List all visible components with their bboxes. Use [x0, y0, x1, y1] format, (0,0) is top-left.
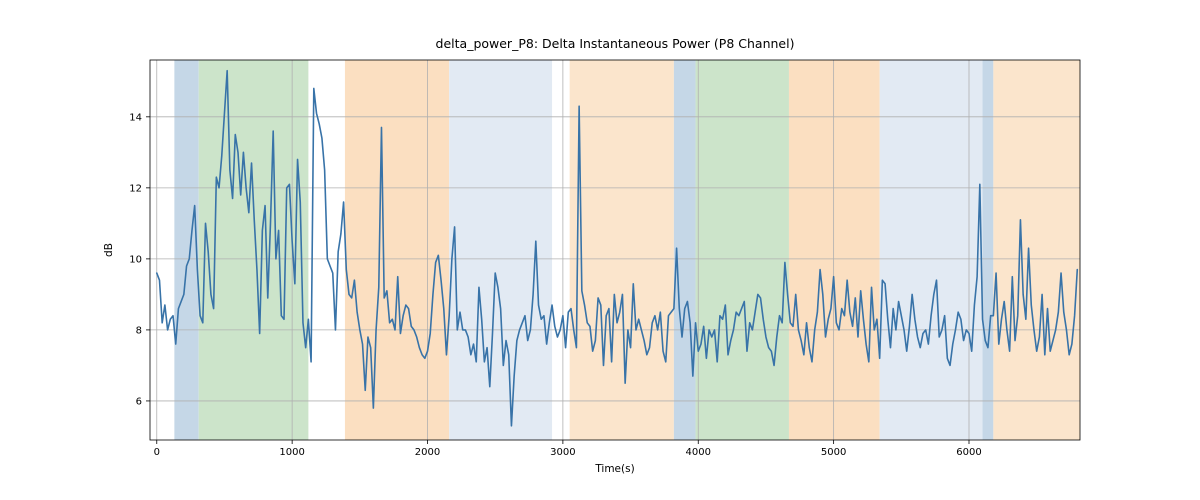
- svg-text:12: 12: [129, 183, 142, 194]
- svg-text:1000: 1000: [279, 447, 304, 458]
- svg-text:10: 10: [129, 254, 142, 265]
- svg-text:6: 6: [136, 396, 142, 407]
- y-axis: 6 8 10 12 14: [129, 112, 150, 407]
- svg-text:5000: 5000: [821, 447, 846, 458]
- chart-title: delta_power_P8: Delta Instantaneous Powe…: [436, 36, 795, 51]
- delta-power-chart: 0 1000 2000 3000 4000 5000 6000 6 8 10 12 14 Time(s)…: [0, 0, 1200, 500]
- svg-text:4000: 4000: [686, 447, 711, 458]
- svg-text:3000: 3000: [550, 447, 575, 458]
- y-axis-label: dB: [103, 243, 115, 257]
- svg-text:14: 14: [129, 112, 142, 123]
- svg-text:2000: 2000: [415, 447, 440, 458]
- chart-container: 0 1000 2000 3000 4000 5000 6000 6 8 10 12 14 Time(s)…: [0, 0, 1200, 500]
- svg-text:8: 8: [136, 325, 142, 336]
- svg-text:6000: 6000: [956, 447, 981, 458]
- svg-text:0: 0: [154, 447, 160, 458]
- x-axis-label: Time(s): [594, 463, 634, 475]
- x-axis: 0 1000 2000 3000 4000 5000 6000: [154, 440, 982, 458]
